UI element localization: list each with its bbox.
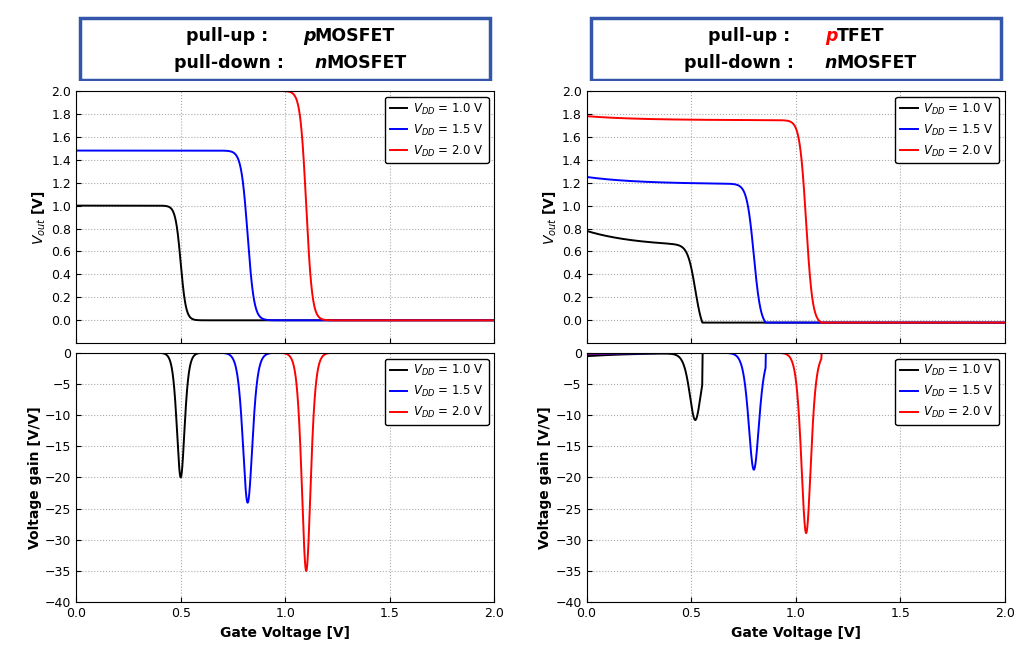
Legend: $V_{DD}$ = 1.0 V, $V_{DD}$ = 1.5 V, $V_{DD}$ = 2.0 V: $V_{DD}$ = 1.0 V, $V_{DD}$ = 1.5 V, $V_{… bbox=[895, 97, 999, 163]
Legend: $V_{DD}$ = 1.0 V, $V_{DD}$ = 1.5 V, $V_{DD}$ = 2.0 V: $V_{DD}$ = 1.0 V, $V_{DD}$ = 1.5 V, $V_{… bbox=[385, 97, 488, 163]
Text: p: p bbox=[825, 27, 837, 45]
Text: n: n bbox=[825, 54, 837, 72]
Y-axis label: $V_{out}$ [V]: $V_{out}$ [V] bbox=[31, 189, 49, 245]
Text: pull-down :: pull-down : bbox=[684, 54, 801, 72]
Text: pull-up :: pull-up : bbox=[186, 27, 274, 45]
Text: pull-up : pTFET: pull-up : pTFET bbox=[722, 27, 870, 45]
Text: pull-up : pMOSFET: pull-up : pMOSFET bbox=[195, 27, 376, 45]
Text: TFET: TFET bbox=[836, 27, 884, 45]
Text: pull-up : pMOSFET: pull-up : pMOSFET bbox=[195, 27, 376, 45]
Y-axis label: Voltage gain [V/V]: Voltage gain [V/V] bbox=[539, 406, 552, 549]
Text: pull-up :: pull-up : bbox=[707, 27, 796, 45]
Text: MOSFET: MOSFET bbox=[315, 27, 395, 45]
Text: MOSFET: MOSFET bbox=[326, 54, 407, 72]
Text: pull-down :: pull-down : bbox=[174, 54, 290, 72]
Text: MOSFET: MOSFET bbox=[836, 54, 917, 72]
FancyBboxPatch shape bbox=[591, 18, 1001, 80]
Text: pull-up : pTFET: pull-up : pTFET bbox=[722, 27, 870, 45]
Y-axis label: Voltage gain [V/V]: Voltage gain [V/V] bbox=[28, 406, 42, 549]
Text: n: n bbox=[315, 54, 327, 72]
FancyBboxPatch shape bbox=[80, 18, 490, 80]
Legend: $V_{DD}$ = 1.0 V, $V_{DD}$ = 1.5 V, $V_{DD}$ = 2.0 V: $V_{DD}$ = 1.0 V, $V_{DD}$ = 1.5 V, $V_{… bbox=[895, 359, 999, 425]
X-axis label: Gate Voltage [V]: Gate Voltage [V] bbox=[220, 626, 350, 639]
Y-axis label: $V_{out}$ [V]: $V_{out}$ [V] bbox=[541, 189, 559, 245]
Text: p: p bbox=[302, 27, 316, 45]
Legend: $V_{DD}$ = 1.0 V, $V_{DD}$ = 1.5 V, $V_{DD}$ = 2.0 V: $V_{DD}$ = 1.0 V, $V_{DD}$ = 1.5 V, $V_{… bbox=[385, 359, 488, 425]
X-axis label: Gate Voltage [V]: Gate Voltage [V] bbox=[731, 626, 861, 639]
